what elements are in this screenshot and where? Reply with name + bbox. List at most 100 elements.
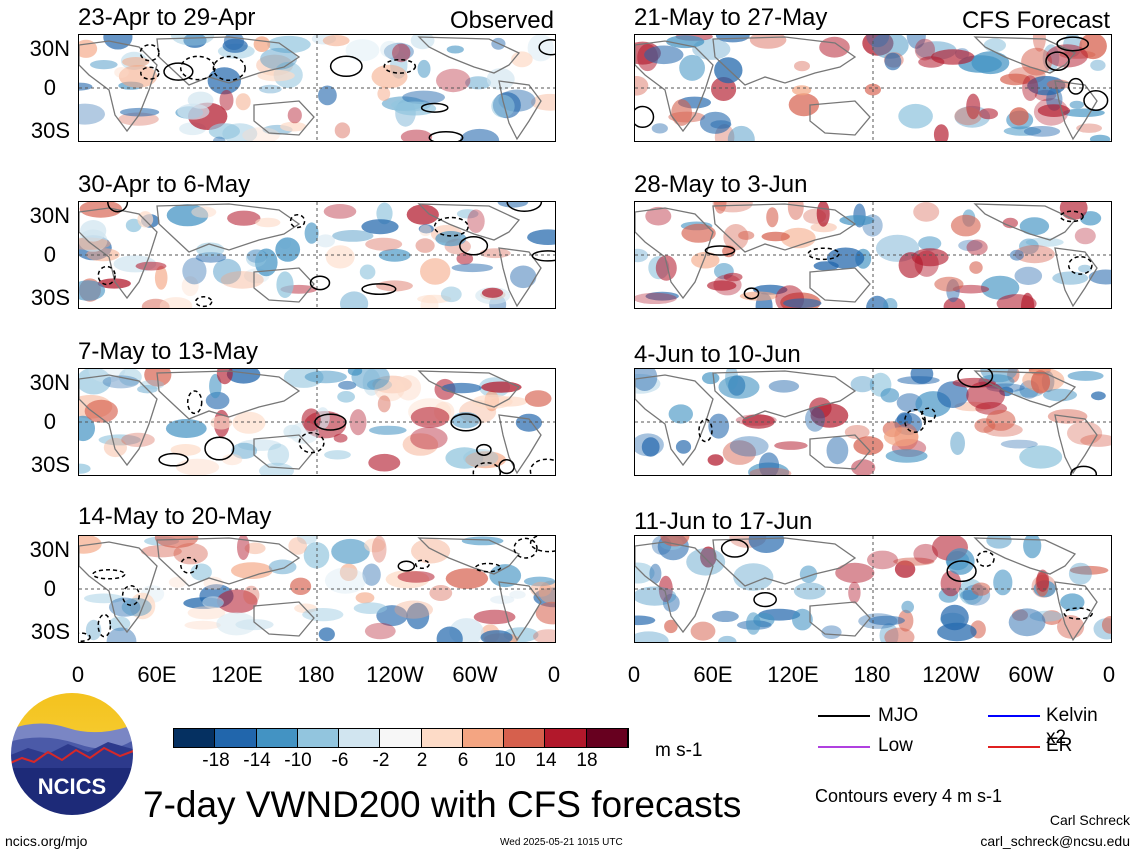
anomaly-blob — [170, 35, 215, 46]
anomaly-blob — [1089, 134, 1111, 141]
mjo-contour — [529, 458, 555, 475]
mjo-contour — [904, 408, 926, 433]
mjo-contour — [1045, 51, 1070, 72]
anomaly-blob — [304, 370, 347, 384]
anomaly-blob — [203, 576, 224, 590]
anomaly-blob — [98, 434, 141, 446]
anomaly-blob — [318, 85, 337, 106]
panel-title-obs-3: 7-May to 13-May — [78, 338, 259, 365]
anomaly-blob — [418, 224, 434, 234]
anomaly-blob — [213, 258, 242, 285]
anomaly-blob — [733, 563, 774, 591]
anomaly-blob — [288, 537, 307, 555]
anomaly-blob — [353, 602, 388, 614]
anomaly-blob — [369, 425, 407, 435]
colorbar-label: 10 — [494, 750, 516, 771]
anomaly-blob — [1000, 439, 1038, 449]
anomaly-blob — [121, 432, 155, 447]
anomaly-blob — [177, 103, 210, 120]
anomaly-blob — [347, 369, 363, 376]
lon-tick-180: 180 — [853, 662, 891, 687]
coastline — [809, 434, 871, 470]
map-panel-obs-1 — [78, 34, 556, 142]
anomaly-blob — [918, 236, 942, 251]
anomaly-blob — [980, 275, 1020, 300]
anomaly-blob — [524, 390, 552, 407]
legend-label-low: Low — [878, 735, 913, 756]
legend-label-mjo: MJO — [878, 705, 919, 726]
anomaly-blob — [351, 369, 390, 390]
anomaly-blob — [118, 65, 158, 88]
mjo-contour — [420, 102, 449, 113]
anomaly-blob — [176, 458, 220, 475]
anomaly-blob — [835, 562, 875, 583]
lat-tick-0: 0 — [43, 75, 56, 100]
panel-title-obs-1: 23-Apr to 29-Apr — [78, 4, 256, 31]
colorbar-swatch — [504, 729, 546, 747]
anomaly-blob — [645, 206, 672, 226]
forecast-label: CFS Forecast — [961, 7, 1110, 34]
anomaly-blob — [1012, 609, 1028, 621]
anomaly-blob — [84, 399, 118, 423]
anomaly-blob — [235, 93, 251, 111]
anomaly-blob — [187, 606, 226, 620]
map-panel-fc-1 — [634, 34, 1112, 142]
anomaly-blob — [355, 592, 375, 604]
anomaly-blob — [456, 252, 474, 265]
anomaly-blob — [713, 274, 742, 296]
map-panel-obs-2 — [78, 201, 556, 309]
anomaly-blob — [679, 54, 705, 81]
anomaly-blob — [649, 563, 662, 584]
anomaly-blob — [226, 369, 261, 384]
anomaly-blob — [749, 35, 787, 49]
map-panel-fc-4 — [634, 535, 1112, 643]
anomaly-blob — [937, 381, 969, 408]
anomaly-blob — [324, 567, 367, 594]
panel-title-fc-3: 4-Jun to 10-Jun — [634, 341, 801, 368]
coastline — [417, 36, 521, 74]
anomaly-blob — [213, 136, 226, 141]
anomaly-blob — [337, 391, 355, 403]
mjo-contour — [506, 202, 543, 212]
website-link[interactable]: ncics.org/mjo — [5, 833, 88, 849]
anomaly-blob — [486, 68, 515, 91]
anomaly-blob — [668, 111, 706, 123]
coastline — [712, 537, 857, 587]
anomaly-blob — [159, 297, 193, 308]
lat-tick-30s: 30S — [30, 452, 70, 477]
mjo-contour — [121, 585, 140, 606]
mjo-contour — [97, 265, 116, 286]
anomaly-blob — [793, 582, 826, 600]
anomaly-blob — [1019, 238, 1039, 255]
anomaly-blob — [691, 251, 720, 269]
wave-legend: MJO Kelvin x2 Low ER — [818, 705, 1118, 765]
anomaly-blob — [635, 292, 677, 304]
anomaly-blob — [1009, 107, 1029, 126]
mjo-contour — [1059, 210, 1084, 223]
anomaly-blob — [472, 394, 513, 409]
anomaly-blob — [1023, 536, 1042, 559]
anomaly-blob — [184, 620, 221, 630]
anomaly-blob — [901, 600, 914, 614]
anomaly-blob — [851, 459, 876, 475]
mjo-contour — [186, 390, 203, 415]
anomaly-blob — [170, 444, 201, 456]
anomaly-blob — [406, 602, 430, 630]
anomaly-blob — [216, 612, 257, 636]
anomaly-blob — [950, 431, 965, 455]
anomaly-blob — [748, 536, 785, 553]
anomaly-blob — [527, 229, 555, 245]
map-panel-fc-2 — [634, 201, 1112, 309]
anomaly-blob — [971, 51, 1010, 75]
anomaly-blob — [644, 45, 684, 65]
anomaly-blob — [681, 223, 716, 243]
coastline — [79, 541, 158, 634]
coastline — [809, 601, 871, 637]
anomaly-blob — [530, 93, 555, 111]
author-email[interactable]: carl_schreck@ncsu.edu — [980, 833, 1130, 849]
anomaly-blob — [332, 230, 374, 242]
anomaly-blob — [1068, 562, 1092, 585]
anomaly-blob — [245, 249, 267, 267]
anomaly-blob — [340, 291, 369, 308]
mjo-contour — [476, 443, 492, 456]
